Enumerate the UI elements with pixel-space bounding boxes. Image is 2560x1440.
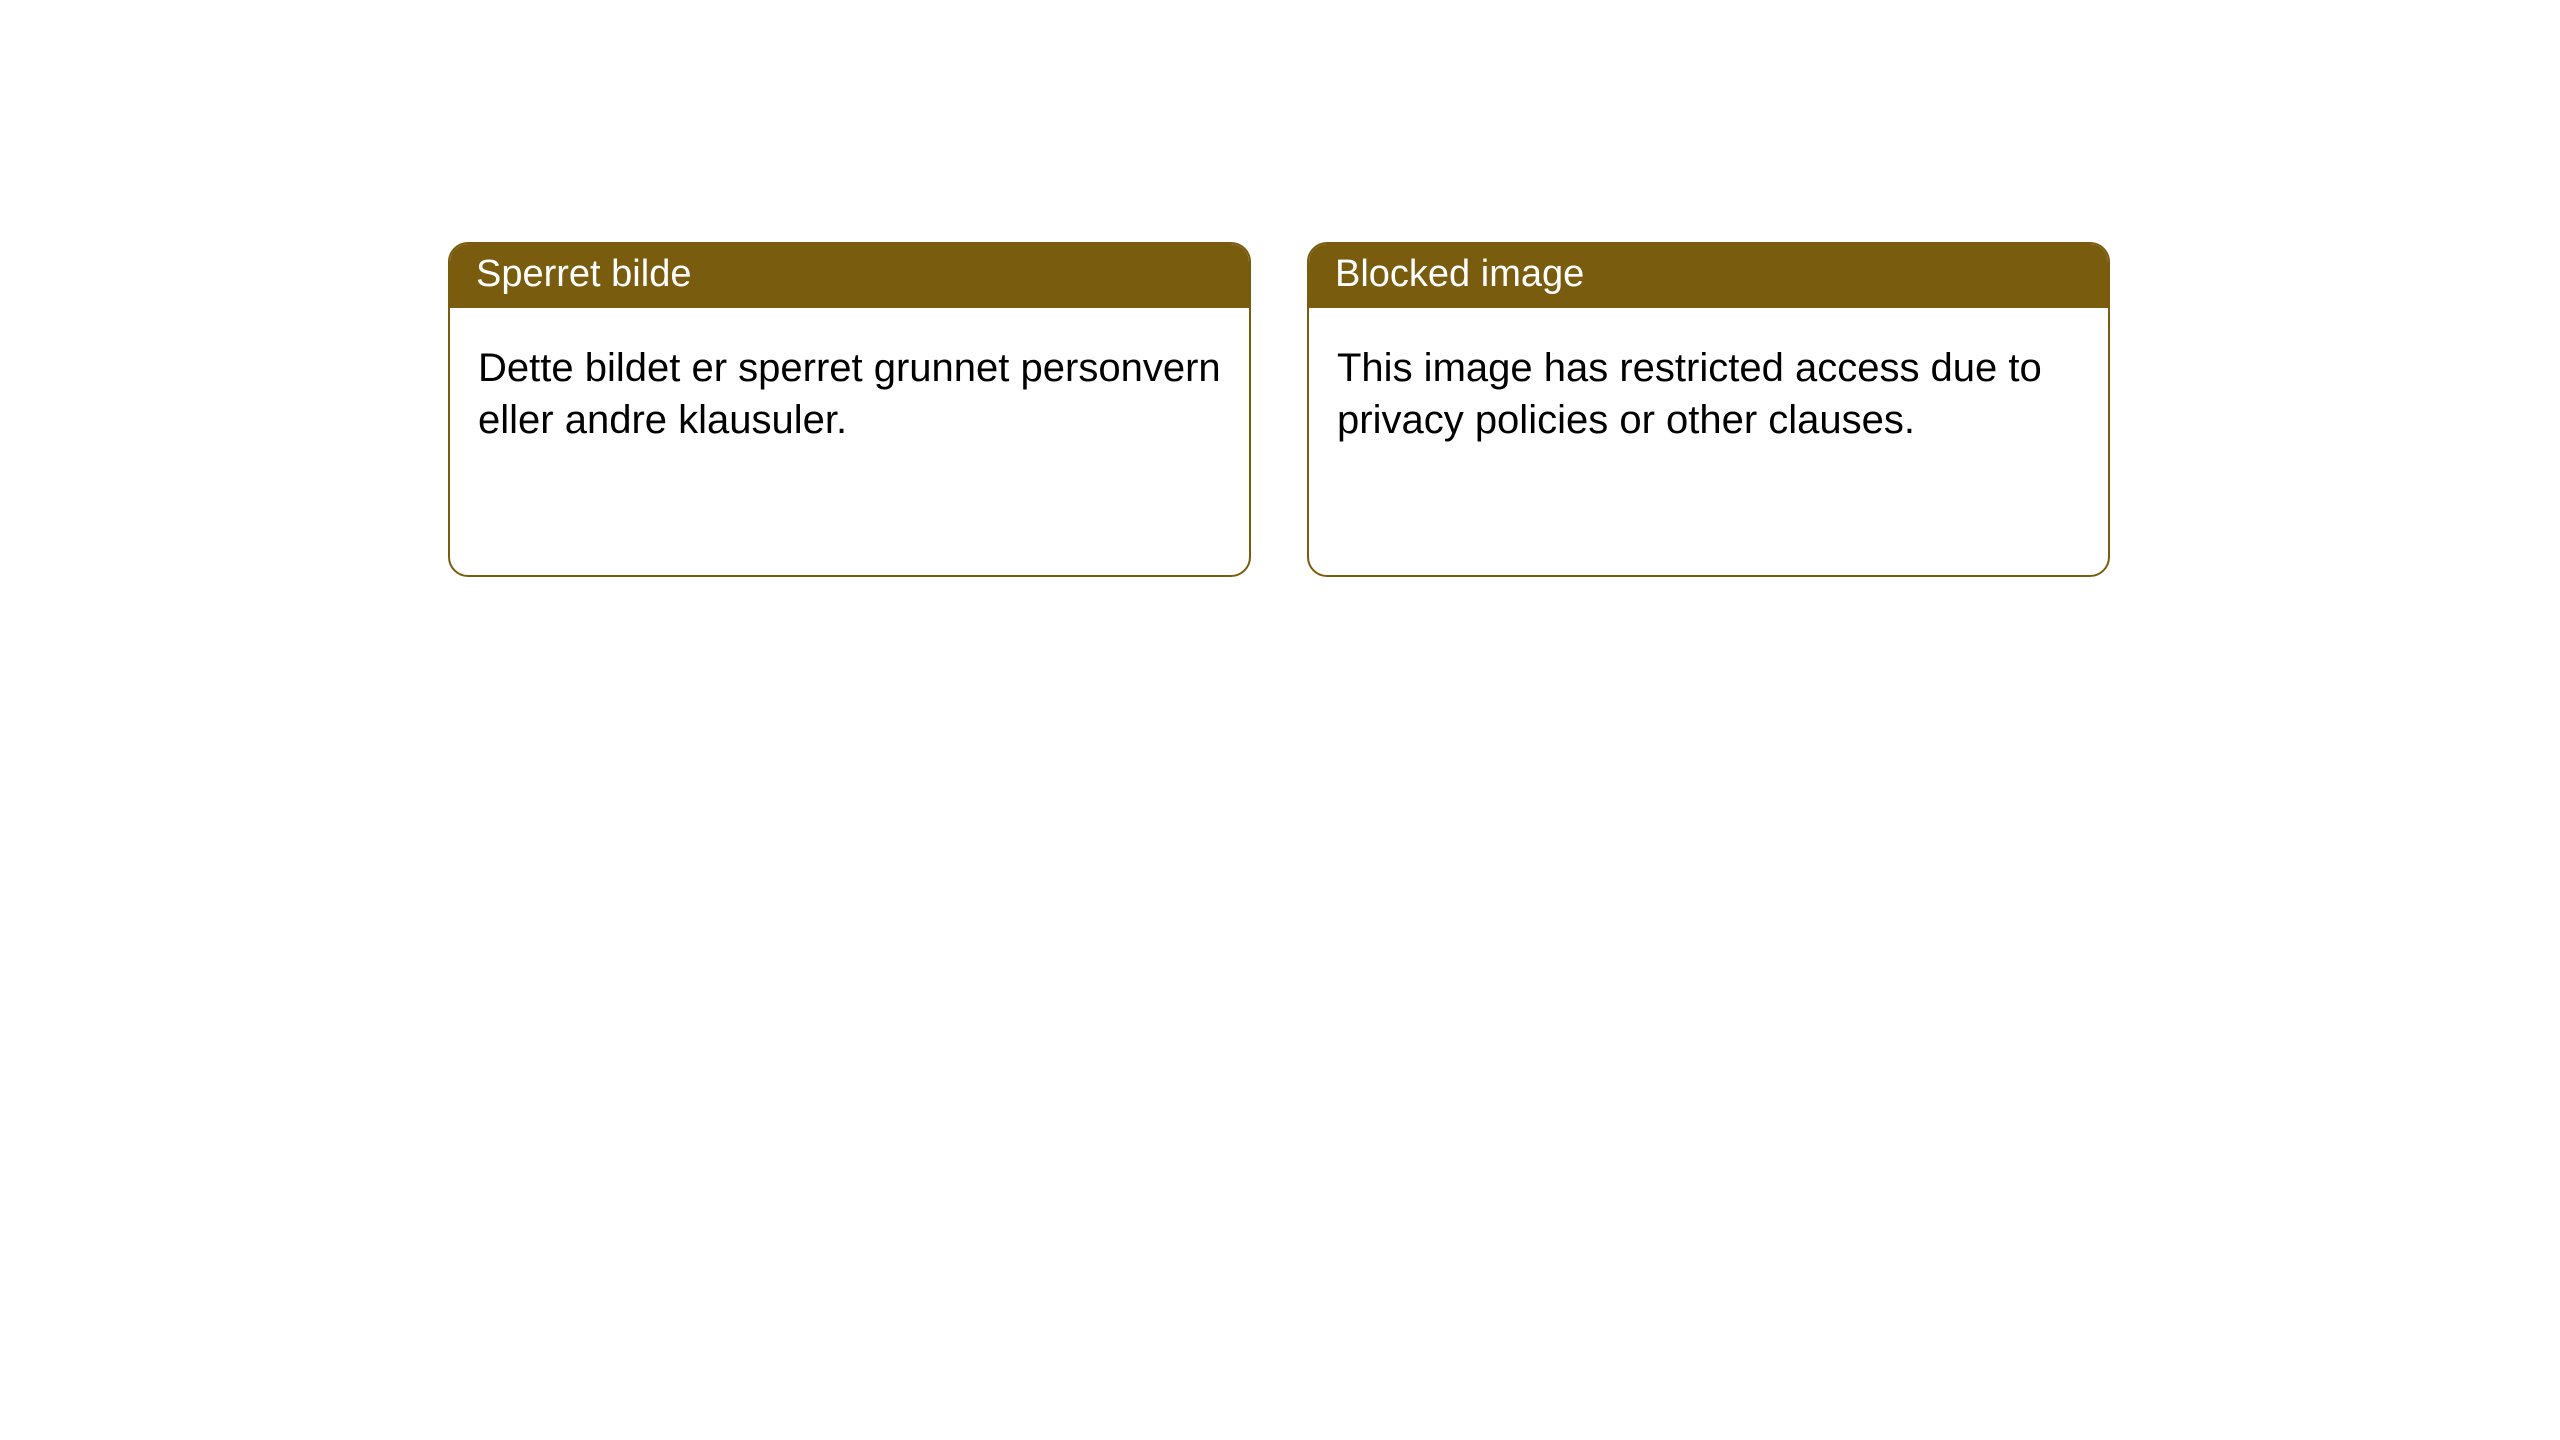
notice-box-english: Blocked image This image has restricted … — [1307, 242, 2110, 577]
notice-header: Blocked image — [1309, 244, 2108, 308]
notice-body: This image has restricted access due to … — [1309, 308, 2108, 482]
notice-body: Dette bildet er sperret grunnet personve… — [450, 308, 1249, 482]
notice-box-norwegian: Sperret bilde Dette bildet er sperret gr… — [448, 242, 1251, 577]
notice-header: Sperret bilde — [450, 244, 1249, 308]
notice-container: Sperret bilde Dette bildet er sperret gr… — [0, 0, 2560, 577]
